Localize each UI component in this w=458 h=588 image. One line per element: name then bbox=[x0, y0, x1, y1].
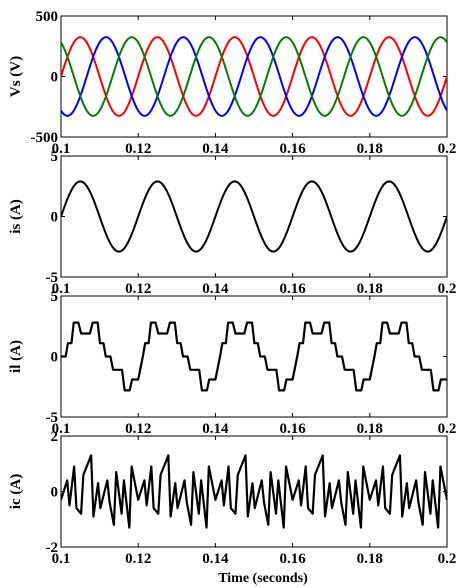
x-tick-label: 0.18 bbox=[357, 141, 383, 157]
x-tick-label: 0.18 bbox=[357, 551, 383, 567]
x-tick-label: 0.14 bbox=[202, 421, 229, 437]
x-tick-label: 0.2 bbox=[438, 421, 457, 437]
y-tick-label: 5 bbox=[51, 149, 59, 165]
panel-1: 0.1 0.12 0.14 0.16 0.18 0.2 500 0 -500 Vs (V) bbox=[8, 9, 456, 157]
x-tick-label: 0.18 bbox=[357, 421, 383, 437]
plot-frame bbox=[60, 295, 448, 418]
x-tick-label: 0.2 bbox=[438, 281, 457, 297]
panel-3: 0.1 0.12 0.14 0.16 0.18 0.2 5 0 -5 il (A) bbox=[8, 289, 456, 437]
y-tick-label: 0 bbox=[51, 350, 59, 366]
series-line-1 bbox=[61, 321, 447, 392]
panel-2: 0.1 0.12 0.14 0.16 0.18 0.2 5 0 -5 is (A) bbox=[8, 149, 456, 297]
y-axis-label: ic (A) bbox=[8, 474, 24, 509]
y-tick-label: -2 bbox=[46, 540, 59, 556]
x-tick-label: 0.14 bbox=[202, 281, 229, 297]
x-tick-label: 0.16 bbox=[279, 551, 306, 567]
panel-4: 0.1 0.12 0.14 0.16 0.18 0.2 2 0 -2 ic (A) bbox=[8, 429, 456, 567]
y-tick-label: 0 bbox=[51, 485, 59, 501]
x-tick-label: 0.16 bbox=[279, 141, 306, 157]
x-tick-label: 0.2 bbox=[438, 551, 457, 567]
x-axis-title: Time (seconds) bbox=[218, 571, 308, 586]
x-tick-label: 0.1 bbox=[52, 551, 71, 567]
series-line-1 bbox=[61, 180, 447, 253]
x-tick-label: 0.14 bbox=[202, 141, 229, 157]
y-tick-label: 0 bbox=[51, 70, 59, 86]
series-line-2 bbox=[61, 36, 447, 117]
y-tick-label: -500 bbox=[31, 130, 59, 146]
y-tick-label: -5 bbox=[46, 270, 59, 286]
x-tick-label: 0.12 bbox=[125, 141, 151, 157]
x-tick-label: 0.14 bbox=[202, 551, 229, 567]
x-tick-label: 0.16 bbox=[279, 421, 306, 437]
x-tick-label: 0.1 bbox=[52, 421, 71, 437]
x-tick-label: 0.12 bbox=[125, 551, 151, 567]
y-axis-label: il (A) bbox=[8, 340, 24, 373]
series-line-1 bbox=[61, 36, 447, 117]
x-tick-label: 0.18 bbox=[357, 281, 383, 297]
series-line-1 bbox=[61, 454, 447, 529]
y-tick-label: 0 bbox=[51, 210, 59, 226]
x-tick-label: 0.12 bbox=[125, 421, 151, 437]
x-tick-label: 0.1 bbox=[52, 141, 71, 157]
y-axis-label: Vs (V) bbox=[8, 56, 24, 97]
series-line-3 bbox=[61, 36, 447, 117]
y-tick-label: 5 bbox=[51, 289, 59, 305]
x-tick-label: 0.2 bbox=[438, 141, 457, 157]
y-axis-label: is (A) bbox=[8, 199, 24, 234]
x-tick-label: 0.16 bbox=[279, 281, 306, 297]
y-tick-label: -5 bbox=[46, 410, 59, 426]
y-tick-label: 2 bbox=[51, 429, 59, 445]
y-tick-label: 500 bbox=[36, 9, 59, 25]
x-tick-label: 0.12 bbox=[125, 281, 151, 297]
x-tick-label: 0.1 bbox=[52, 281, 71, 297]
